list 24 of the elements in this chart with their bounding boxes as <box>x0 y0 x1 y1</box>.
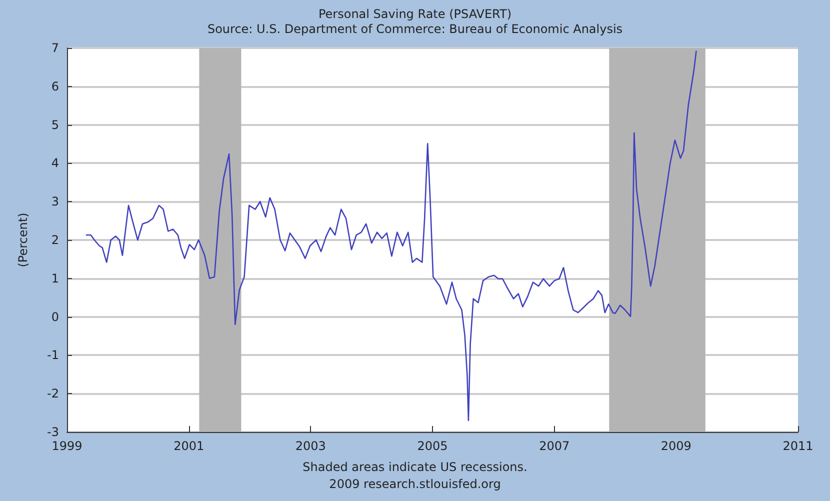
y-tick-label: 3 <box>51 194 59 209</box>
y-axis-title: (Percent) <box>16 212 30 268</box>
x-tick-label: 2009 <box>660 439 692 453</box>
text: Shaded areas indicate US recessions. <box>302 460 528 474</box>
text: 2009 research.stlouisfed.org <box>329 477 501 491</box>
x-tick-label: 2001 <box>174 439 204 453</box>
y-tick-label: -3 <box>47 425 59 439</box>
x-tick-label: 2011 <box>782 439 814 453</box>
y-tick-label: -2 <box>47 386 59 401</box>
x-tick-label: 1999 <box>52 439 82 453</box>
x-tick-label: 2007 <box>539 439 570 453</box>
y-tick-label: 6 <box>51 79 59 94</box>
y-tick-label: 2 <box>51 233 59 247</box>
x-tick-label: 2003 <box>295 439 326 453</box>
y-tick-label: 0 <box>51 310 59 324</box>
chart-title: Personal Saving Rate (PSAVERT) <box>318 7 512 21</box>
y-tick-label: 4 <box>51 156 59 170</box>
x-tick-label: 2005 <box>417 439 448 453</box>
y-tick-label: 1 <box>51 271 59 286</box>
chart-subtitle: Source: U.S. Department of Commerce: Bureau of Economic Analysis <box>207 22 623 36</box>
y-tick-label: 5 <box>51 118 59 132</box>
y-tick-label: -1 <box>47 348 59 362</box>
y-tick-label: 7 <box>51 41 59 55</box>
line-series <box>85 50 697 422</box>
